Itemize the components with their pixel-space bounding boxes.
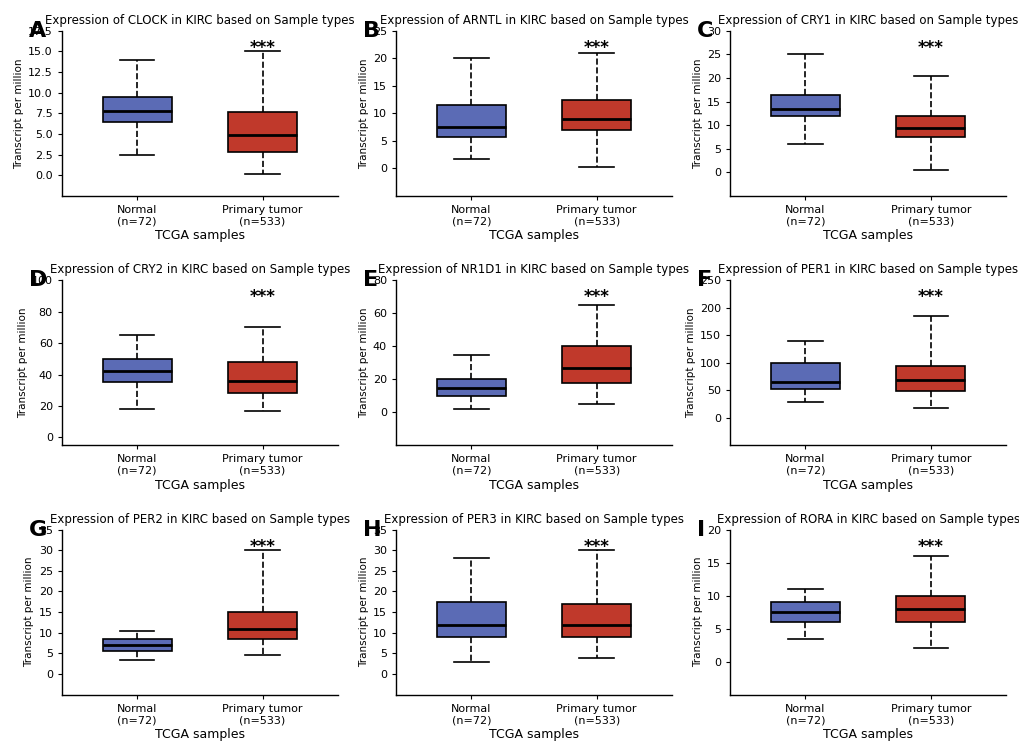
X-axis label: TCGA samples: TCGA samples [155, 230, 245, 242]
Text: D: D [29, 270, 47, 290]
PathPatch shape [770, 602, 839, 622]
Text: H: H [363, 519, 381, 540]
Y-axis label: Transcript per million: Transcript per million [359, 58, 368, 168]
PathPatch shape [770, 94, 839, 116]
PathPatch shape [103, 639, 171, 652]
PathPatch shape [561, 347, 631, 383]
Text: ***: *** [250, 288, 275, 307]
PathPatch shape [896, 596, 964, 622]
Title: Expression of RORA in KIRC based on Sample types: Expression of RORA in KIRC based on Samp… [716, 513, 1019, 525]
PathPatch shape [896, 116, 964, 137]
PathPatch shape [103, 359, 171, 383]
Text: ***: *** [583, 538, 609, 556]
PathPatch shape [436, 105, 505, 137]
PathPatch shape [436, 379, 505, 396]
Y-axis label: Transcript per million: Transcript per million [17, 307, 28, 418]
Y-axis label: Transcript per million: Transcript per million [692, 58, 702, 168]
Y-axis label: Transcript per million: Transcript per million [359, 557, 368, 667]
PathPatch shape [103, 97, 171, 122]
X-axis label: TCGA samples: TCGA samples [488, 230, 579, 242]
Text: C: C [696, 21, 712, 41]
Text: A: A [29, 21, 46, 41]
Y-axis label: Transcript per million: Transcript per million [359, 307, 368, 418]
X-axis label: TCGA samples: TCGA samples [155, 728, 245, 741]
Text: ***: *** [250, 39, 275, 57]
Title: Expression of PER1 in KIRC based on Sample types: Expression of PER1 in KIRC based on Samp… [717, 263, 1017, 276]
Y-axis label: Transcript per million: Transcript per million [692, 557, 702, 667]
Text: ***: *** [583, 288, 609, 307]
Text: ***: *** [917, 39, 943, 57]
Text: ***: *** [917, 288, 943, 307]
X-axis label: TCGA samples: TCGA samples [822, 728, 912, 741]
Title: Expression of NR1D1 in KIRC based on Sample types: Expression of NR1D1 in KIRC based on Sam… [378, 263, 689, 276]
X-axis label: TCGA samples: TCGA samples [822, 230, 912, 242]
Text: E: E [363, 270, 378, 290]
X-axis label: TCGA samples: TCGA samples [155, 479, 245, 492]
Text: G: G [29, 519, 47, 540]
Title: Expression of PER2 in KIRC based on Sample types: Expression of PER2 in KIRC based on Samp… [50, 513, 350, 525]
Y-axis label: Transcript per million: Transcript per million [14, 58, 23, 168]
X-axis label: TCGA samples: TCGA samples [488, 728, 579, 741]
Text: ***: *** [250, 538, 275, 556]
X-axis label: TCGA samples: TCGA samples [488, 479, 579, 492]
Title: Expression of CRY1 in KIRC based on Sample types: Expression of CRY1 in KIRC based on Samp… [717, 14, 1017, 27]
Text: F: F [696, 270, 711, 290]
Title: Expression of ARNTL in KIRC based on Sample types: Expression of ARNTL in KIRC based on Sam… [379, 14, 688, 27]
Title: Expression of CLOCK in KIRC based on Sample types: Expression of CLOCK in KIRC based on Sam… [45, 14, 355, 27]
Y-axis label: Transcript per million: Transcript per million [24, 557, 35, 667]
PathPatch shape [896, 365, 964, 391]
Title: Expression of CRY2 in KIRC based on Sample types: Expression of CRY2 in KIRC based on Samp… [50, 263, 350, 276]
X-axis label: TCGA samples: TCGA samples [822, 479, 912, 492]
PathPatch shape [228, 362, 297, 393]
Text: B: B [363, 21, 379, 41]
Text: ***: *** [583, 39, 609, 57]
PathPatch shape [561, 100, 631, 130]
PathPatch shape [561, 604, 631, 637]
Text: ***: *** [917, 538, 943, 556]
PathPatch shape [228, 612, 297, 639]
Y-axis label: Transcript per million: Transcript per million [685, 307, 695, 418]
Text: I: I [696, 519, 704, 540]
PathPatch shape [770, 362, 839, 389]
Title: Expression of PER3 in KIRC based on Sample types: Expression of PER3 in KIRC based on Samp… [383, 513, 684, 525]
PathPatch shape [228, 112, 297, 153]
PathPatch shape [436, 602, 505, 637]
